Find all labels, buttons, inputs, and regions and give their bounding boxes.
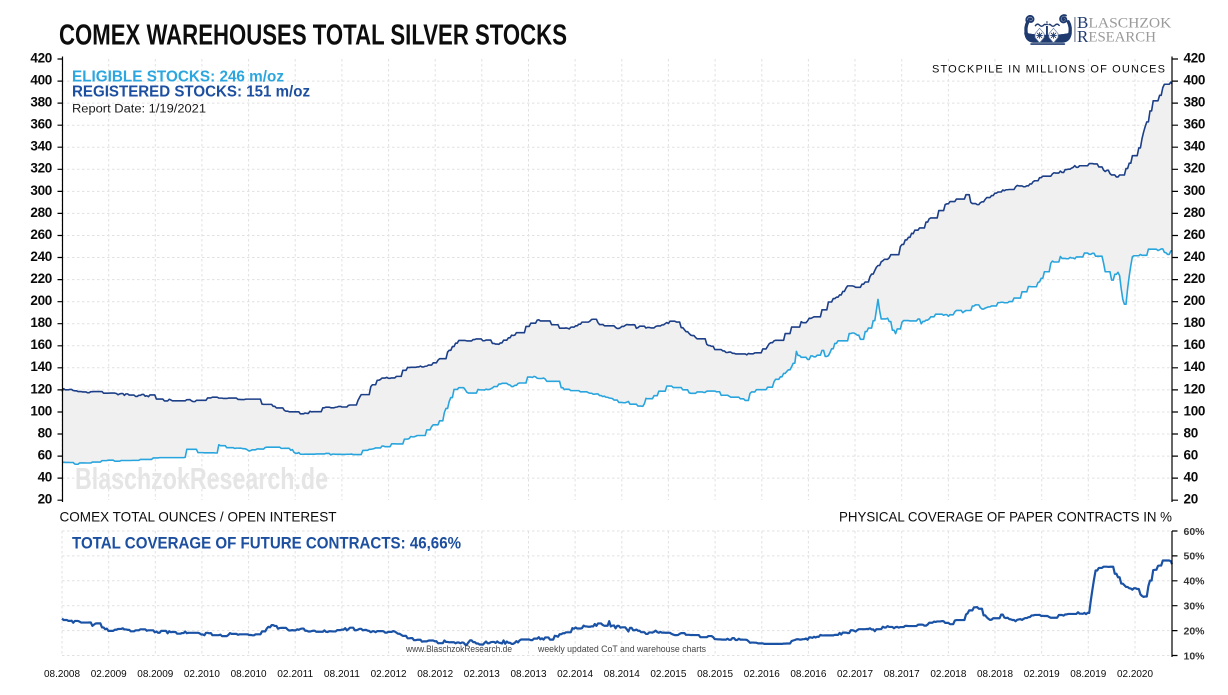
svg-text:420: 420 xyxy=(1184,50,1206,65)
svg-text:160: 160 xyxy=(1184,337,1206,352)
svg-text:08.2017: 08.2017 xyxy=(884,668,920,680)
svg-text:140: 140 xyxy=(30,359,52,374)
svg-text:02.2010: 02.2010 xyxy=(184,668,220,680)
svg-text:200: 200 xyxy=(1184,293,1206,308)
svg-text:140: 140 xyxy=(1184,359,1206,374)
svg-text:R: R xyxy=(1077,27,1089,46)
svg-text:280: 280 xyxy=(1184,205,1206,220)
svg-text:08.2010: 08.2010 xyxy=(231,668,267,680)
svg-text:180: 180 xyxy=(1184,315,1206,330)
svg-text:08.2011: 08.2011 xyxy=(324,668,360,680)
svg-text:08.2012: 08.2012 xyxy=(417,668,453,680)
svg-text:60%: 60% xyxy=(1184,526,1206,538)
svg-text:10%: 10% xyxy=(1184,650,1206,662)
svg-text:02.2018: 02.2018 xyxy=(930,668,966,680)
svg-text:80: 80 xyxy=(38,425,52,440)
svg-text:60: 60 xyxy=(1184,448,1198,463)
svg-text:260: 260 xyxy=(1184,227,1206,242)
svg-text:320: 320 xyxy=(30,161,52,176)
svg-text:30%: 30% xyxy=(1184,601,1206,613)
svg-text:08.2014: 08.2014 xyxy=(604,668,640,680)
svg-text:BlaschzokResearch.de: BlaschzokResearch.de xyxy=(75,461,328,496)
svg-text:ESEARCH: ESEARCH xyxy=(1088,30,1156,46)
svg-text:08.2019: 08.2019 xyxy=(1070,668,1106,680)
svg-text:08.2009: 08.2009 xyxy=(137,668,173,680)
svg-text:B: B xyxy=(1077,13,1088,32)
svg-text:02.2012: 02.2012 xyxy=(371,668,407,680)
svg-text:20: 20 xyxy=(38,492,52,507)
svg-text:www.BlaschzokResearch.de: www.BlaschzokResearch.de xyxy=(405,644,512,655)
svg-text:TOTAL COVERAGE OF FUTURE CONTR: TOTAL COVERAGE OF FUTURE CONTRACTS: 46,6… xyxy=(72,535,461,553)
svg-text:300: 300 xyxy=(1184,183,1206,198)
svg-text:280: 280 xyxy=(30,205,52,220)
svg-text:PHYSICAL COVERAGE OF PAPER CON: PHYSICAL COVERAGE OF PAPER CONTRACTS IN … xyxy=(839,509,1172,525)
svg-text:08.2015: 08.2015 xyxy=(697,668,733,680)
svg-text:02.2015: 02.2015 xyxy=(650,668,686,680)
svg-text:400: 400 xyxy=(1184,73,1206,88)
svg-text:420: 420 xyxy=(30,50,52,65)
svg-text:50%: 50% xyxy=(1184,551,1206,563)
svg-text:REGISTERED STOCKS: 151 m/oz: REGISTERED STOCKS: 151 m/oz xyxy=(72,84,310,101)
svg-text:STOCKPILE IN MILLIONS OF OUNCE: STOCKPILE IN MILLIONS OF OUNCES xyxy=(932,64,1165,76)
svg-text:340: 340 xyxy=(30,139,52,154)
svg-text:120: 120 xyxy=(1184,381,1206,396)
svg-text:400: 400 xyxy=(30,73,52,88)
svg-text:20: 20 xyxy=(1184,492,1198,507)
svg-text:02.2017: 02.2017 xyxy=(837,668,873,680)
svg-text:180: 180 xyxy=(30,315,52,330)
svg-text:80: 80 xyxy=(1184,425,1198,440)
svg-text:240: 240 xyxy=(1184,249,1206,264)
svg-text:380: 380 xyxy=(30,95,52,110)
svg-text:260: 260 xyxy=(30,227,52,242)
svg-text:360: 360 xyxy=(30,117,52,132)
svg-text:08.2013: 08.2013 xyxy=(511,668,547,680)
svg-text:100: 100 xyxy=(30,403,52,418)
svg-text:ELIGIBLE STOCKS: 246 m/oz: ELIGIBLE STOCKS: 246 m/oz xyxy=(72,69,284,86)
svg-text:120: 120 xyxy=(30,381,52,396)
svg-text:weekly updated CoT and warehou: weekly updated CoT and warehouse charts xyxy=(537,644,706,655)
svg-text:08.2016: 08.2016 xyxy=(790,668,826,680)
svg-text:160: 160 xyxy=(30,337,52,352)
svg-text:240: 240 xyxy=(30,249,52,264)
svg-text:02.2009: 02.2009 xyxy=(91,668,127,680)
svg-text:40%: 40% xyxy=(1184,576,1206,588)
svg-text:220: 220 xyxy=(1184,271,1206,286)
svg-text:COMEX WAREHOUSES TOTAL SILVER: COMEX WAREHOUSES TOTAL SILVER STOCKS xyxy=(59,20,567,52)
svg-text:LASCHZOK: LASCHZOK xyxy=(1088,16,1171,32)
svg-text:360: 360 xyxy=(1184,117,1206,132)
svg-text:320: 320 xyxy=(1184,161,1206,176)
svg-text:100: 100 xyxy=(1184,403,1206,418)
svg-text:02.2013: 02.2013 xyxy=(464,668,500,680)
svg-text:60: 60 xyxy=(38,448,52,463)
svg-text:08.2008: 08.2008 xyxy=(44,668,80,680)
svg-text:02.2016: 02.2016 xyxy=(744,668,780,680)
svg-text:02.2020: 02.2020 xyxy=(1117,668,1153,680)
svg-text:40: 40 xyxy=(1184,470,1198,485)
svg-text:20%: 20% xyxy=(1184,625,1206,637)
svg-text:40: 40 xyxy=(38,470,52,485)
svg-text:200: 200 xyxy=(30,293,52,308)
svg-text:300: 300 xyxy=(30,183,52,198)
svg-text:380: 380 xyxy=(1184,95,1206,110)
svg-text:02.2019: 02.2019 xyxy=(1024,668,1060,680)
svg-text:340: 340 xyxy=(1184,139,1206,154)
svg-text:220: 220 xyxy=(30,271,52,286)
svg-text:02.2014: 02.2014 xyxy=(557,668,593,680)
svg-text:Report Date: 1/19/2021: Report Date: 1/19/2021 xyxy=(72,104,206,116)
svg-text:08.2018: 08.2018 xyxy=(977,668,1013,680)
svg-text:02.2011: 02.2011 xyxy=(277,668,313,680)
svg-text:COMEX TOTAL OUNCES / OPEN INTE: COMEX TOTAL OUNCES / OPEN INTEREST xyxy=(60,509,337,525)
